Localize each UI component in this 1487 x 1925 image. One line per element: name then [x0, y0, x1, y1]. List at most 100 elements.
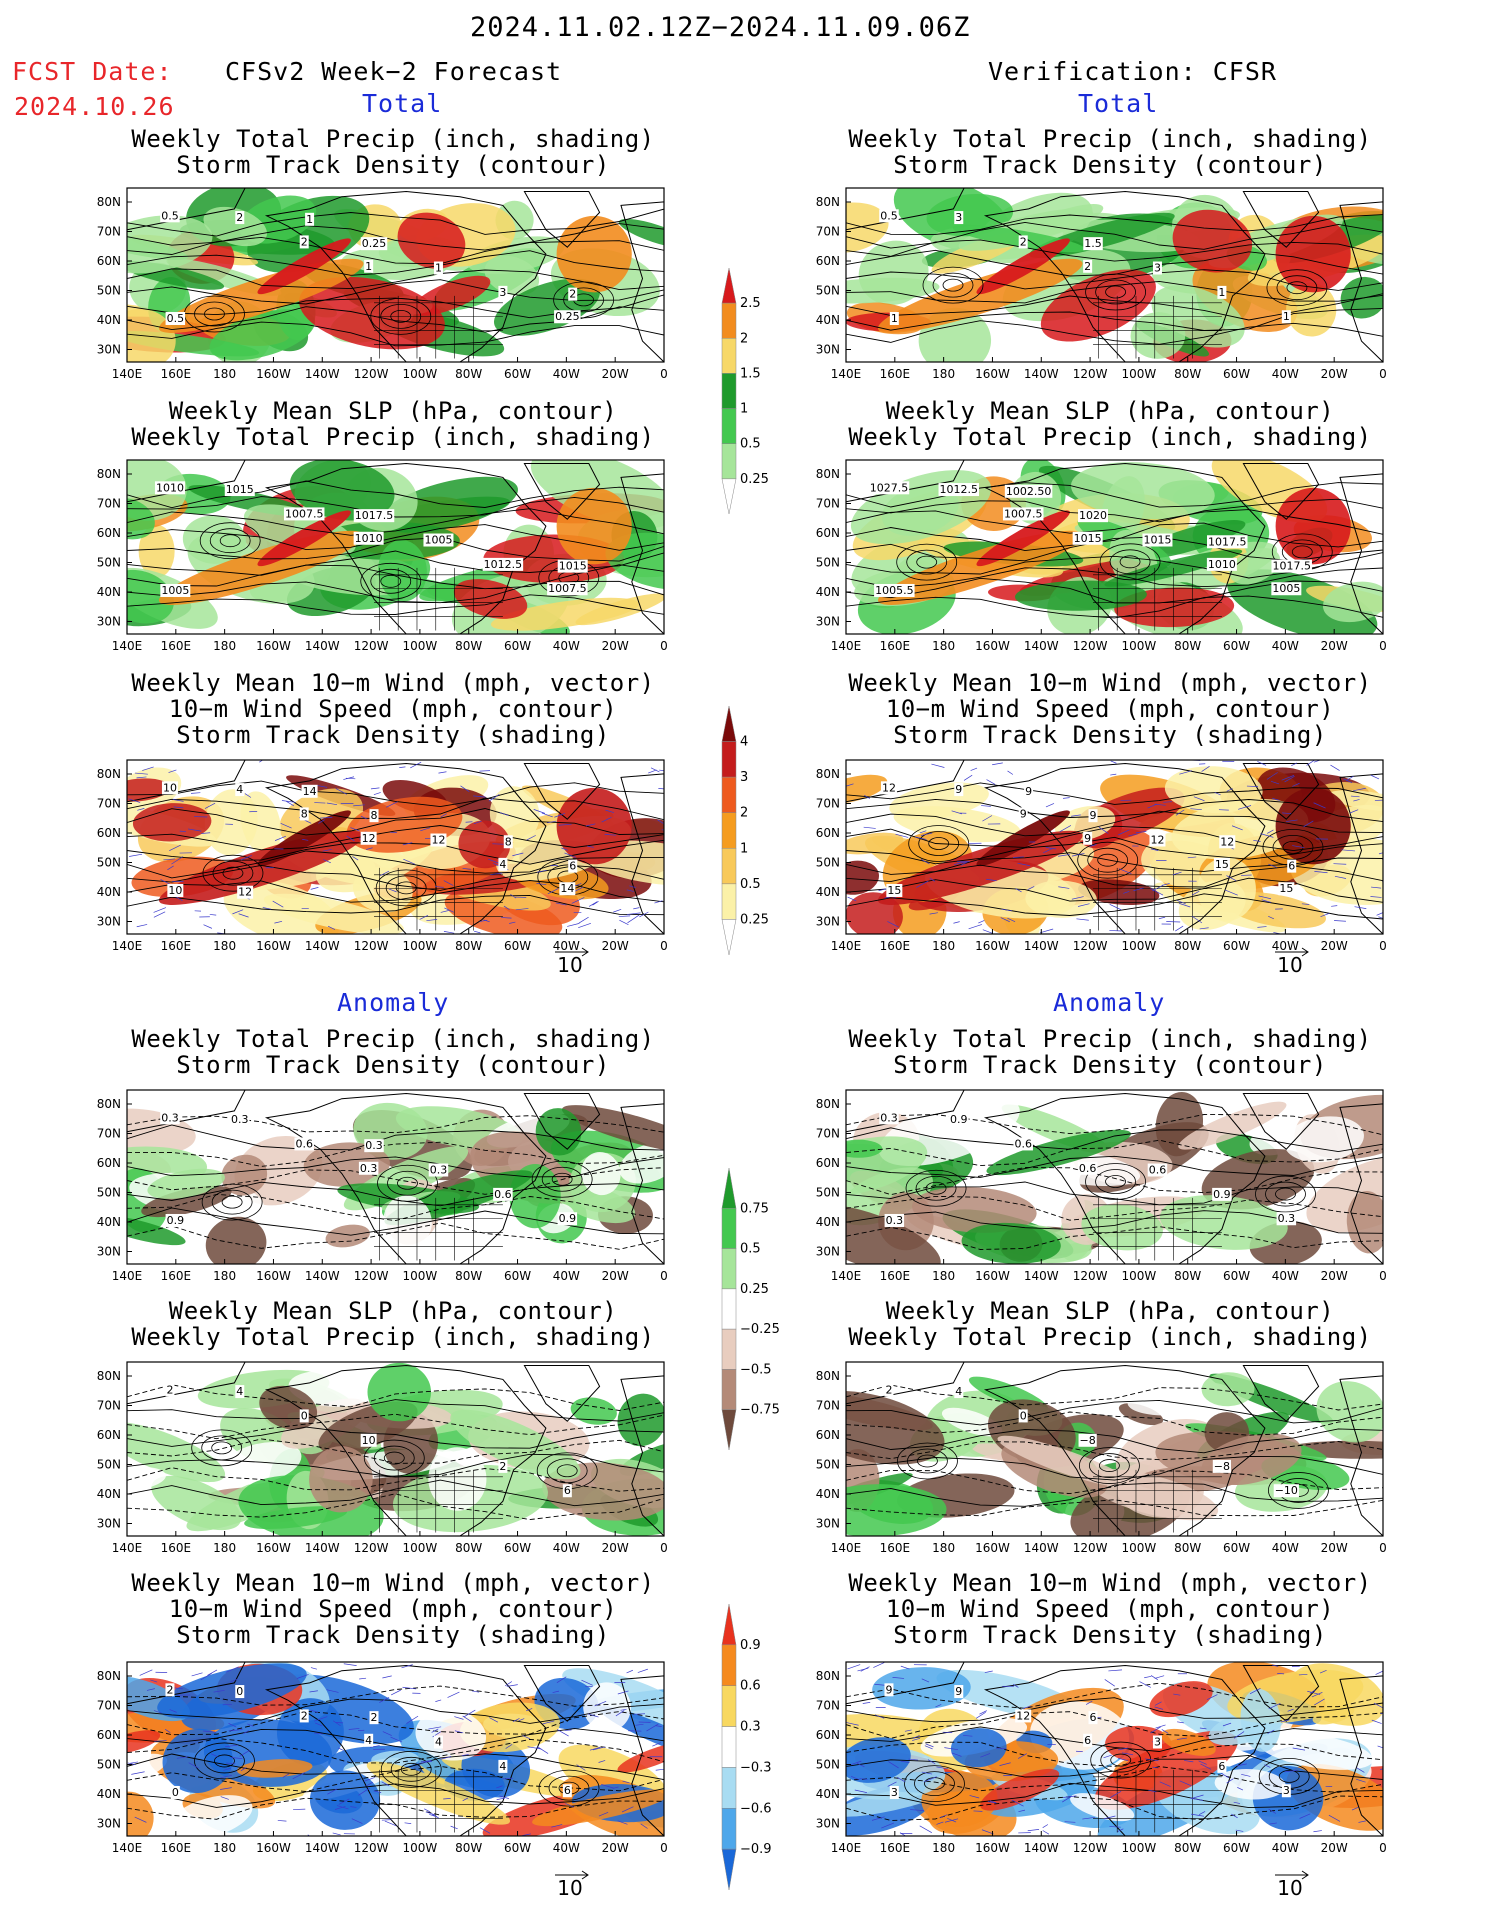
lon-tick-label: 100W [1122, 1541, 1157, 1555]
lon-tick-label: 120W [354, 367, 389, 381]
lat-tick-label: 80N [816, 467, 840, 481]
lon-tick-label: 180 [213, 367, 236, 381]
lon-tick-label: 100W [403, 1841, 438, 1855]
lon-tick-label: 20W [1321, 1841, 1348, 1855]
lon-tick-label: 80W [1174, 1841, 1201, 1855]
lon-tick-label: 120W [354, 639, 389, 653]
contour-label: 1 [891, 312, 898, 325]
colorbar-label: −0.5 [740, 1362, 772, 1377]
lat-tick-label: 80N [97, 1369, 121, 1383]
lon-tick-label: 140W [305, 367, 340, 381]
contour-label: 1017.5 [1272, 560, 1311, 573]
lon-tick-label: 40W [1272, 639, 1299, 653]
lat-tick-label: 40N [97, 1215, 121, 1229]
contour-label: 1015 [1143, 534, 1171, 547]
contour-label: 0.9 [167, 1214, 185, 1227]
lat-tick-label: 60N [97, 1428, 121, 1442]
lon-tick-label: 100W [403, 1541, 438, 1555]
lon-tick-label: 160W [256, 1269, 291, 1283]
colorbar-swatch [721, 1409, 737, 1451]
colorbar-swatch [721, 1603, 737, 1646]
lon-tick-label: 80W [455, 639, 482, 653]
contour-label: 8 [371, 809, 378, 822]
lon-tick-label: 20W [1321, 1541, 1348, 1555]
lat-tick-label: 30N [97, 1517, 121, 1531]
fcst-date-value: 2024.10.26 [14, 92, 175, 121]
contour-label: 2 [166, 1383, 173, 1396]
lat-tick-label: 30N [816, 615, 840, 629]
lon-tick-label: 180 [213, 1269, 236, 1283]
contour-label: 2 [301, 1709, 308, 1722]
lon-tick-label: 80W [1174, 1541, 1201, 1555]
map-frame [126, 759, 665, 935]
lat-tick-label: 80N [816, 195, 840, 209]
contour-label: 12 [1150, 834, 1164, 847]
lon-tick-label: 100W [403, 939, 438, 953]
lon-tick-label: 180 [213, 1841, 236, 1855]
lon-tick-label: 160W [256, 639, 291, 653]
map-panel-r2r: 1027.5 1015 1005 1007.5 1010 1012.5 1015 1005.5… [816, 459, 1387, 653]
lat-tick-label: 80N [816, 1369, 840, 1383]
colorbar-swatch [721, 776, 737, 813]
contour-label: 9 [885, 1683, 892, 1696]
contour-label: 2 [371, 1711, 378, 1724]
contour-label: 0.3 [161, 1111, 179, 1124]
lat-tick-label: 50N [816, 1758, 840, 1772]
contour-label: 0 [236, 1685, 243, 1698]
lon-tick-label: 180 [932, 367, 955, 381]
lon-tick-label: 60W [504, 939, 531, 953]
colorbar-label: 0.9 [740, 1638, 761, 1653]
lon-tick-label: 180 [932, 1541, 955, 1555]
contour-label: 2 [885, 1383, 892, 1396]
lon-tick-label: 140W [305, 1841, 340, 1855]
contour-label: 0.25 [362, 237, 387, 250]
map-panel-r1l: 0.5 1 0.25 2 3 2 1 0.5 0.25 2 1 80N 70N 60N 50N 40N 30N 1… [97, 187, 668, 381]
colorbar-swatch [721, 1808, 737, 1850]
colorbar-label: 0.25 [740, 912, 769, 927]
contour-label: 12 [362, 832, 376, 845]
contour-label: 0.3 [880, 1111, 898, 1124]
contour-label: 9 [1020, 807, 1027, 820]
lon-tick-label: 160W [256, 1841, 291, 1855]
contour-label: 12 [1016, 1709, 1030, 1722]
lon-tick-label: 160E [880, 1269, 911, 1283]
lon-tick-label: 180 [932, 1841, 955, 1855]
map-panel-r1r: 0.5 2 1 2 1 3 3 1 1.5 80N 70N 60N 50N 40N 30N 140E 160E 1… [816, 187, 1387, 381]
map-frame [126, 187, 665, 363]
contour-label: 3 [891, 1786, 898, 1799]
map-frame [126, 1361, 665, 1537]
lon-tick-label: 100W [1122, 367, 1157, 381]
lat-tick-label: 70N [816, 797, 840, 811]
lon-tick-label: 140W [1024, 367, 1059, 381]
contour-label: 6 [1084, 1734, 1091, 1747]
colorbar-storm_anom: 0.9 0.6 0.3 −0.3 −0.6 −0.9 [721, 1603, 772, 1891]
contour-label: 0.9 [1213, 1188, 1231, 1201]
title-r4r: Weekly Total Precip (inch, shading) Stor… [848, 1025, 1372, 1079]
lat-tick-label: 30N [816, 915, 840, 929]
colorbar-label: −0.75 [740, 1403, 780, 1418]
lon-tick-label: 160E [880, 1541, 911, 1555]
colorbar-label: 0.5 [740, 877, 761, 892]
contour-label: 1010 [1208, 558, 1236, 571]
contour-label: 12 [882, 781, 896, 794]
lon-tick-label: 180 [932, 639, 955, 653]
lat-tick-label: 40N [816, 1787, 840, 1801]
lon-tick-label: 40W [1272, 1841, 1299, 1855]
lon-tick-label: 0 [660, 939, 668, 953]
section-anomaly-left: Anomaly [337, 988, 450, 1017]
right-column-title: Verification: CFSR [988, 57, 1277, 86]
lat-tick-label: 30N [97, 343, 121, 357]
contour-label: 8 [301, 807, 308, 820]
contour-label: 1 [435, 262, 442, 275]
contour-label: −8 [1080, 1434, 1096, 1447]
lon-tick-label: 180 [932, 939, 955, 953]
lon-tick-label: 160W [975, 1841, 1010, 1855]
lat-tick-label: 70N [97, 1699, 121, 1713]
lon-tick-label: 0 [1379, 639, 1387, 653]
map-frame [845, 759, 1384, 935]
lat-tick-label: 30N [816, 343, 840, 357]
lat-tick-label: 70N [97, 1127, 121, 1141]
colorbar-swatch [721, 1685, 737, 1727]
colorbar-swatch [721, 1644, 737, 1686]
